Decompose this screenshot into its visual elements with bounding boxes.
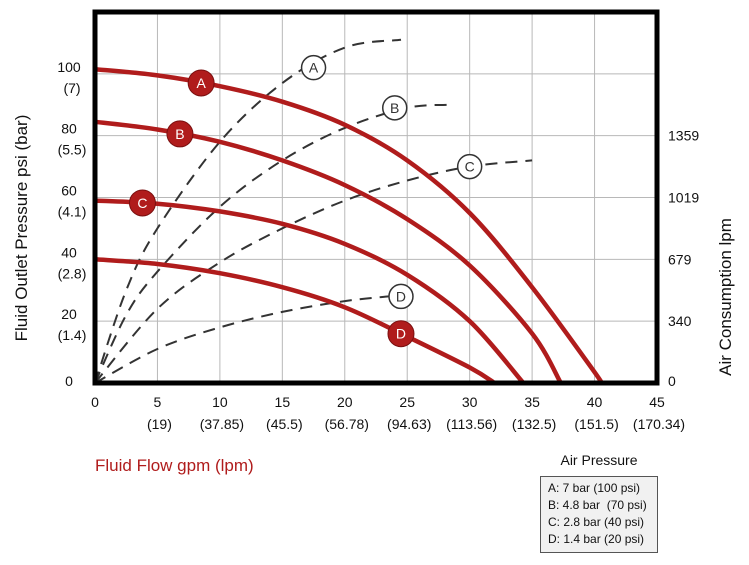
y-tick-label: 100 bbox=[57, 59, 81, 75]
legend-item-b: B: 4.8 bar (70 psi) bbox=[548, 498, 647, 512]
y2-axis-title: Air Consumption lpm bbox=[716, 218, 735, 376]
fluid-curve-a bbox=[94, 66, 604, 386]
y2-tick-label: 1019 bbox=[668, 190, 699, 206]
x-tick-label: 20 bbox=[337, 394, 353, 410]
fluid-pressure-curves bbox=[94, 66, 604, 386]
y-tick-label: 40 bbox=[61, 244, 77, 260]
legend-item-d: D: 1.4 bar (20 psi) bbox=[548, 532, 645, 546]
y-tick-label: 0 bbox=[65, 373, 73, 389]
x-tick-sublabel: (132.5) bbox=[512, 416, 556, 432]
y-tick-sublabel: (2.8) bbox=[58, 265, 87, 281]
fluid-badge-b bbox=[166, 120, 194, 148]
fluid-badge-a bbox=[187, 69, 215, 97]
air-badge-label: A bbox=[309, 60, 319, 76]
grid bbox=[95, 12, 657, 383]
air-badge-c bbox=[456, 153, 483, 180]
x-tick-label: 40 bbox=[587, 394, 603, 410]
y2-tick-label: 679 bbox=[668, 251, 692, 267]
fluid-badge-label: B bbox=[175, 126, 184, 142]
x-tick-sublabel: (113.56) bbox=[446, 416, 497, 432]
x-tick-sublabel: (45.5) bbox=[266, 416, 303, 432]
plot-frame bbox=[92, 9, 660, 386]
y-tick-label: 80 bbox=[61, 121, 77, 137]
x-axis-ticks: 0 5 (19) 10 (37.85) 15 (45.5) 20 (56.78) 25 (94.63… bbox=[91, 394, 685, 432]
air-badge-label: D bbox=[396, 288, 406, 304]
x-tick-label: 30 bbox=[462, 394, 478, 410]
air-curve-a bbox=[94, 38, 402, 384]
x-tick-sublabel: (94.63) bbox=[387, 416, 431, 432]
x-tick-label: 10 bbox=[212, 394, 228, 410]
fluid-curve-c bbox=[94, 198, 526, 385]
fluid-badge-c bbox=[128, 189, 156, 217]
fluid-curve-d bbox=[94, 257, 496, 385]
air-curve-d bbox=[94, 295, 389, 384]
legend-item-c: C: 2.8 bar (40 psi) bbox=[548, 515, 645, 529]
y-tick-label: 60 bbox=[61, 183, 77, 199]
legend-title: Air Pressure bbox=[560, 452, 638, 468]
fluid-badge-label: C bbox=[137, 195, 147, 211]
y-tick-sublabel: (1.4) bbox=[58, 327, 87, 343]
y2-axis-ticks: 0 340 679 1019 1359 bbox=[668, 128, 699, 389]
x-tick-label: 5 bbox=[154, 394, 162, 410]
y2-tick-label: 340 bbox=[668, 313, 692, 329]
y-axis-title: Fluid Outlet Pressure psi (bar) bbox=[12, 115, 31, 342]
x-tick-label: 15 bbox=[275, 394, 291, 410]
fluid-badge-label: A bbox=[196, 75, 206, 91]
air-badge-d bbox=[388, 283, 414, 310]
air-badge-a bbox=[300, 54, 327, 81]
air-badge-label: C bbox=[465, 159, 475, 175]
legend: A: 7 bar (100 psi) B: 4.8 bar (70 psi) C… bbox=[540, 476, 658, 553]
x-tick-sublabel: (37.85) bbox=[200, 416, 244, 432]
legend-item-a: A: 7 bar (100 psi) bbox=[548, 481, 641, 495]
y-tick-sublabel: (7) bbox=[63, 80, 80, 96]
air-curve-c bbox=[94, 159, 533, 384]
curve-badges: A B C D A B C D bbox=[128, 54, 483, 348]
y2-tick-label: 1359 bbox=[668, 128, 699, 144]
x-tick-sublabel: (56.78) bbox=[325, 416, 369, 432]
x-tick-sublabel: (19) bbox=[147, 416, 172, 432]
x-tick-sublabel: (170.34) bbox=[633, 416, 685, 432]
y-tick-sublabel: (4.1) bbox=[58, 204, 87, 220]
x-tick-label: 45 bbox=[649, 394, 665, 410]
y-tick-sublabel: (5.5) bbox=[58, 142, 87, 158]
x-tick-label: 0 bbox=[91, 394, 99, 410]
x-axis-title: Fluid Flow gpm (lpm) bbox=[95, 456, 254, 475]
fluid-badge-label: D bbox=[396, 326, 406, 342]
x-tick-label: 35 bbox=[524, 394, 540, 410]
air-badge-b bbox=[381, 95, 408, 121]
fluid-badge-d bbox=[387, 320, 415, 348]
air-badge-label: B bbox=[390, 100, 399, 116]
y-tick-label: 20 bbox=[61, 306, 77, 322]
x-tick-label: 25 bbox=[399, 394, 415, 410]
y-axis-ticks: 0 20 (1.4) 40 (2.8) 60 (4.1) 80 (5.5) 100 (7) bbox=[57, 59, 86, 389]
y2-tick-label: 0 bbox=[668, 373, 676, 389]
x-tick-sublabel: (151.5) bbox=[574, 416, 618, 432]
